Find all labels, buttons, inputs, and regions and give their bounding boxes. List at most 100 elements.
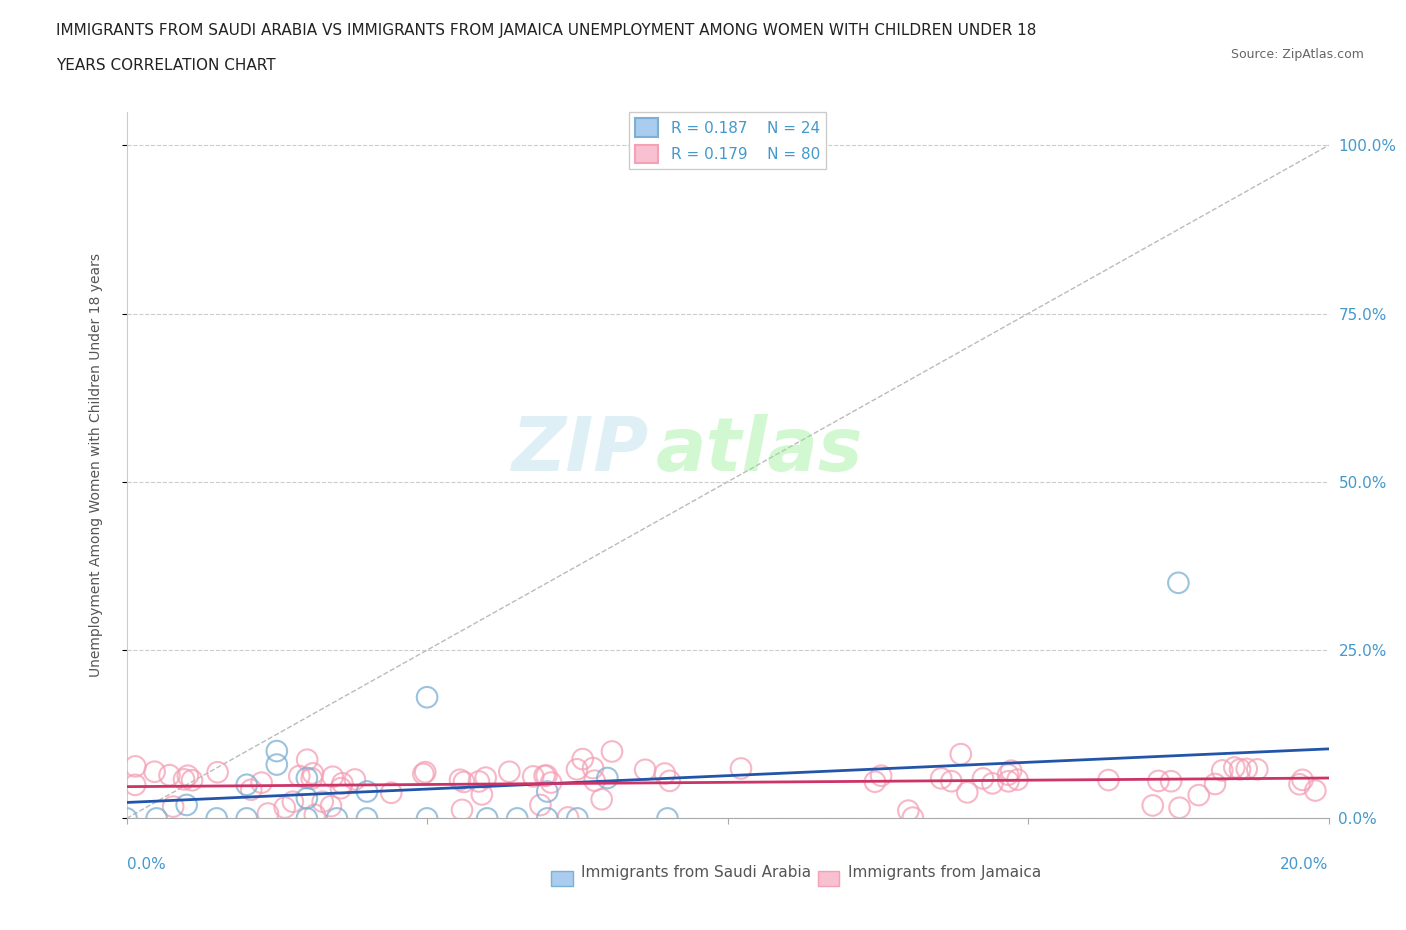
Point (1291, 773, 1313, 788)
FancyBboxPatch shape (818, 870, 839, 886)
Point (591, 791, 613, 806)
Point (657, 811, 679, 826)
Point (235, 811, 259, 826)
Point (416, 811, 439, 826)
Point (1305, 783, 1327, 798)
Point (145, 811, 167, 826)
Point (1168, 801, 1191, 816)
Point (929, 771, 952, 786)
Point (207, 764, 229, 779)
Y-axis label: Unemployment Among Women with Children Under 18 years: Unemployment Among Women with Children U… (89, 253, 103, 677)
Point (730, 761, 752, 776)
Point (1229, 762, 1251, 777)
Point (506, 811, 529, 826)
Text: IMMIGRANTS FROM SAUDI ARABIA VS IMMIGRANTS FROM JAMAICA UNEMPLOYMENT AMONG WOMEN: IMMIGRANTS FROM SAUDI ARABIA VS IMMIGRAN… (56, 23, 1036, 38)
Point (288, 768, 311, 783)
Point (240, 782, 263, 797)
Point (596, 771, 619, 786)
Point (124, 777, 146, 792)
Point (949, 747, 972, 762)
Point (582, 761, 605, 776)
Point (1167, 576, 1189, 591)
Point (1000, 764, 1022, 778)
Point (600, 744, 623, 759)
Point (468, 774, 491, 789)
Point (412, 766, 434, 781)
Point (981, 776, 1004, 790)
Point (332, 776, 354, 790)
Point (658, 774, 681, 789)
Point (571, 751, 593, 766)
Point (536, 811, 558, 826)
Point (319, 799, 342, 814)
Point (235, 777, 259, 792)
Text: Immigrants from Jamaica: Immigrants from Jamaica (848, 865, 1040, 880)
Point (941, 774, 963, 789)
Point (1236, 762, 1258, 777)
Point (1007, 772, 1029, 787)
Text: 20.0%: 20.0% (1281, 857, 1329, 872)
Point (997, 767, 1019, 782)
Text: ZIP: ZIP (512, 415, 650, 487)
Point (533, 768, 555, 783)
Point (274, 800, 297, 815)
Text: Source: ZipAtlas.com: Source: ZipAtlas.com (1230, 48, 1364, 61)
Point (453, 775, 475, 790)
Point (565, 762, 588, 777)
Point (1147, 774, 1170, 789)
Point (870, 768, 893, 783)
Point (356, 784, 378, 799)
Point (124, 759, 146, 774)
Point (413, 764, 436, 779)
Point (304, 807, 326, 822)
Point (177, 768, 200, 783)
FancyBboxPatch shape (551, 870, 572, 886)
Point (266, 757, 288, 772)
Text: Immigrants from Saudi Arabia: Immigrants from Saudi Arabia (581, 865, 811, 880)
Point (956, 785, 979, 800)
Point (176, 798, 198, 813)
Point (498, 764, 520, 779)
Point (1246, 762, 1268, 777)
Point (312, 794, 335, 809)
Point (295, 752, 318, 767)
Point (295, 771, 318, 786)
Point (173, 772, 195, 787)
Point (1223, 760, 1246, 775)
Point (863, 775, 886, 790)
Point (329, 781, 352, 796)
Point (250, 776, 273, 790)
Point (654, 766, 676, 781)
Legend: R = 0.187    N = 24, R = 0.179    N = 80: R = 0.187 N = 24, R = 0.179 N = 80 (630, 113, 825, 169)
Point (162, 799, 184, 814)
Point (449, 772, 471, 787)
Point (343, 772, 366, 787)
Point (1160, 774, 1182, 789)
Point (557, 810, 579, 825)
Point (159, 768, 181, 783)
Point (997, 774, 1019, 789)
Point (326, 811, 349, 826)
Point (181, 773, 204, 788)
Text: YEARS CORRELATION CHART: YEARS CORRELATION CHART (56, 58, 276, 73)
Point (295, 790, 318, 805)
Point (1142, 798, 1164, 813)
Point (583, 773, 606, 788)
Point (451, 803, 474, 817)
Point (301, 771, 323, 786)
Point (143, 764, 166, 779)
Point (536, 784, 558, 799)
Point (416, 690, 439, 705)
Point (380, 785, 402, 800)
Point (115, 811, 138, 826)
Point (322, 769, 344, 784)
Point (540, 775, 562, 790)
Point (1288, 777, 1310, 791)
Point (281, 794, 304, 809)
Point (302, 766, 325, 781)
Point (266, 744, 288, 759)
Point (474, 770, 496, 785)
Point (1204, 777, 1226, 791)
Point (972, 771, 994, 786)
Point (471, 787, 494, 802)
